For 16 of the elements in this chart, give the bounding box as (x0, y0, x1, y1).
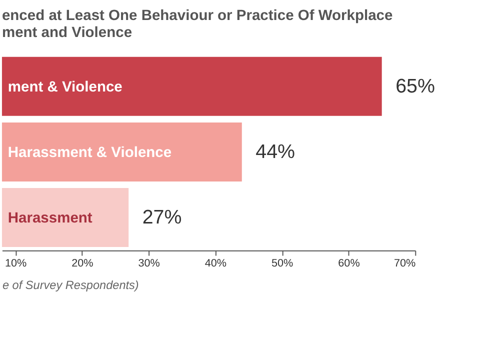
y-tick-label: Harassment (8, 210, 92, 226)
x-tick-label: 70% (394, 258, 416, 270)
x-axis-title: e of Survey Respondents) (2, 278, 139, 292)
x-tick-label: 60% (338, 258, 360, 270)
data-label: 44% (256, 140, 295, 163)
y-tick-label: ment & Violence (8, 79, 122, 96)
x-tick-label: 20% (72, 258, 94, 270)
data-label: 27% (142, 206, 182, 228)
text: ment and Violence (2, 24, 132, 41)
x-tick-label: 30% (138, 258, 160, 270)
text: enced at Least One Behaviour or Practice Of Workplace (2, 8, 393, 24)
x-tick-label: 40% (204, 258, 227, 270)
data-label: 65% (396, 75, 435, 98)
x-tick-label: 50% (272, 258, 294, 270)
y-tick-label: Harassment & Violence (8, 144, 172, 161)
x-tick-label: 10% (4, 258, 27, 270)
